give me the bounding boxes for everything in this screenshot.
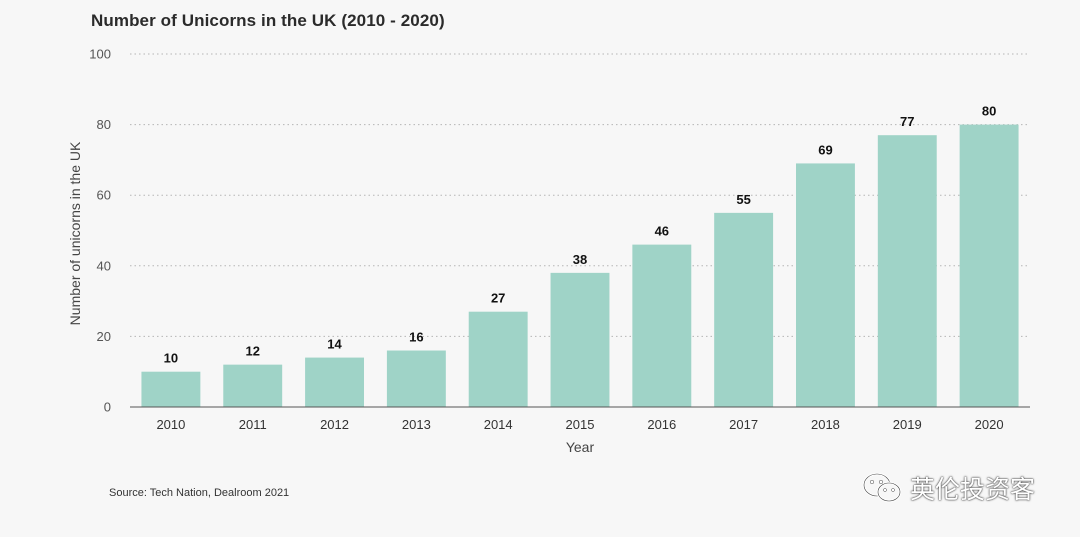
x-tick-label: 2011 [239, 417, 267, 432]
bars [141, 124, 1019, 407]
watermark-text: 英伦投资客 [910, 475, 1036, 504]
bar [550, 272, 610, 407]
data-labels: 10 12 14 16 27 38 46 55 69 77 80 [164, 104, 997, 366]
x-axis-ticks: 2010 2011 2012 2013 2014 2015 2016 2017 2018 2019… [156, 417, 1003, 432]
bar [959, 124, 1019, 407]
x-tick-label: 2017 [729, 417, 758, 432]
x-tick-label: 2013 [402, 417, 431, 432]
data-label: 77 [900, 114, 914, 129]
y-axis-ticks: 0 20 40 60 80 100 [89, 47, 111, 415]
watermark: 英伦投资客 [862, 470, 1035, 506]
y-tick-label: 60 [97, 188, 111, 203]
bar [141, 371, 201, 407]
source-note: Source: Tech Nation, Dealroom 2021 [109, 487, 290, 499]
wechat-icon [862, 472, 902, 503]
x-tick-label: 2020 [975, 417, 1004, 432]
bar [305, 357, 364, 407]
chart-title: Number of Unicorns in the UK (2010 - 202… [91, 11, 445, 30]
x-tick-label: 2015 [566, 417, 595, 432]
x-tick-label: 2010 [156, 417, 185, 432]
x-tick-label: 2012 [320, 417, 349, 432]
data-label: 14 [327, 337, 342, 352]
data-label: 55 [736, 192, 750, 207]
x-axis-title: Year [566, 439, 595, 455]
bar [714, 212, 774, 407]
data-label: 38 [573, 252, 587, 267]
data-label: 12 [245, 344, 259, 359]
bar [223, 364, 283, 407]
y-tick-label: 40 [97, 258, 111, 273]
bar [877, 135, 937, 407]
bar [468, 311, 528, 407]
data-label: 10 [164, 351, 178, 366]
y-axis-title: Number of unicorns in the UK [67, 141, 83, 325]
data-label: 46 [655, 224, 669, 239]
bar [796, 163, 855, 407]
data-label: 27 [491, 291, 505, 306]
x-tick-label: 2018 [811, 417, 840, 432]
bar [632, 244, 692, 407]
data-label: 69 [818, 142, 832, 157]
data-label: 16 [409, 330, 423, 345]
x-tick-label: 2019 [893, 417, 922, 432]
y-tick-label: 0 [104, 400, 111, 415]
y-tick-label: 20 [97, 329, 111, 344]
x-tick-label: 2014 [484, 417, 513, 432]
bar [386, 350, 446, 407]
data-label: 80 [982, 104, 996, 119]
y-tick-label: 80 [97, 117, 111, 132]
y-tick-label: 100 [89, 47, 111, 62]
x-tick-label: 2016 [647, 417, 676, 432]
